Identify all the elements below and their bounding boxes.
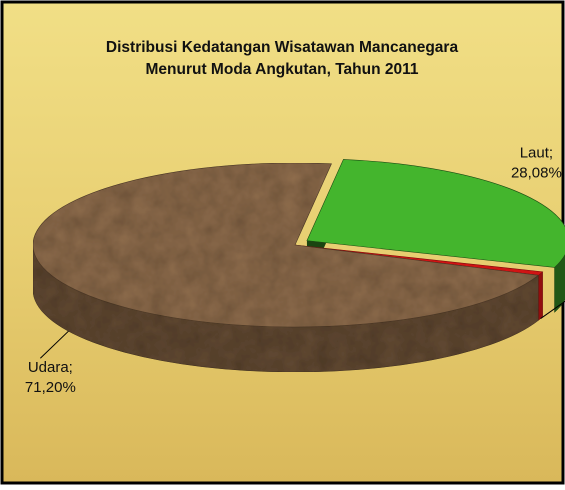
chart-title: Menurut Moda Angkutan, Tahun 2011 xyxy=(146,61,419,78)
slice xyxy=(32,162,540,328)
slice-side xyxy=(538,271,543,321)
data-label-value: 71,20% xyxy=(25,379,76,396)
leader-line xyxy=(540,300,565,319)
data-label-name: Laut; xyxy=(520,145,553,162)
slice-side xyxy=(554,254,565,313)
slice xyxy=(306,159,565,268)
data-label-name: Udara; xyxy=(28,359,73,376)
leader-line xyxy=(39,330,69,359)
slice-tops xyxy=(32,159,565,328)
chart-title: Distribusi Kedatangan Wisatawan Mancaneg… xyxy=(106,39,459,56)
data-label-value: 28,08% xyxy=(511,165,562,182)
